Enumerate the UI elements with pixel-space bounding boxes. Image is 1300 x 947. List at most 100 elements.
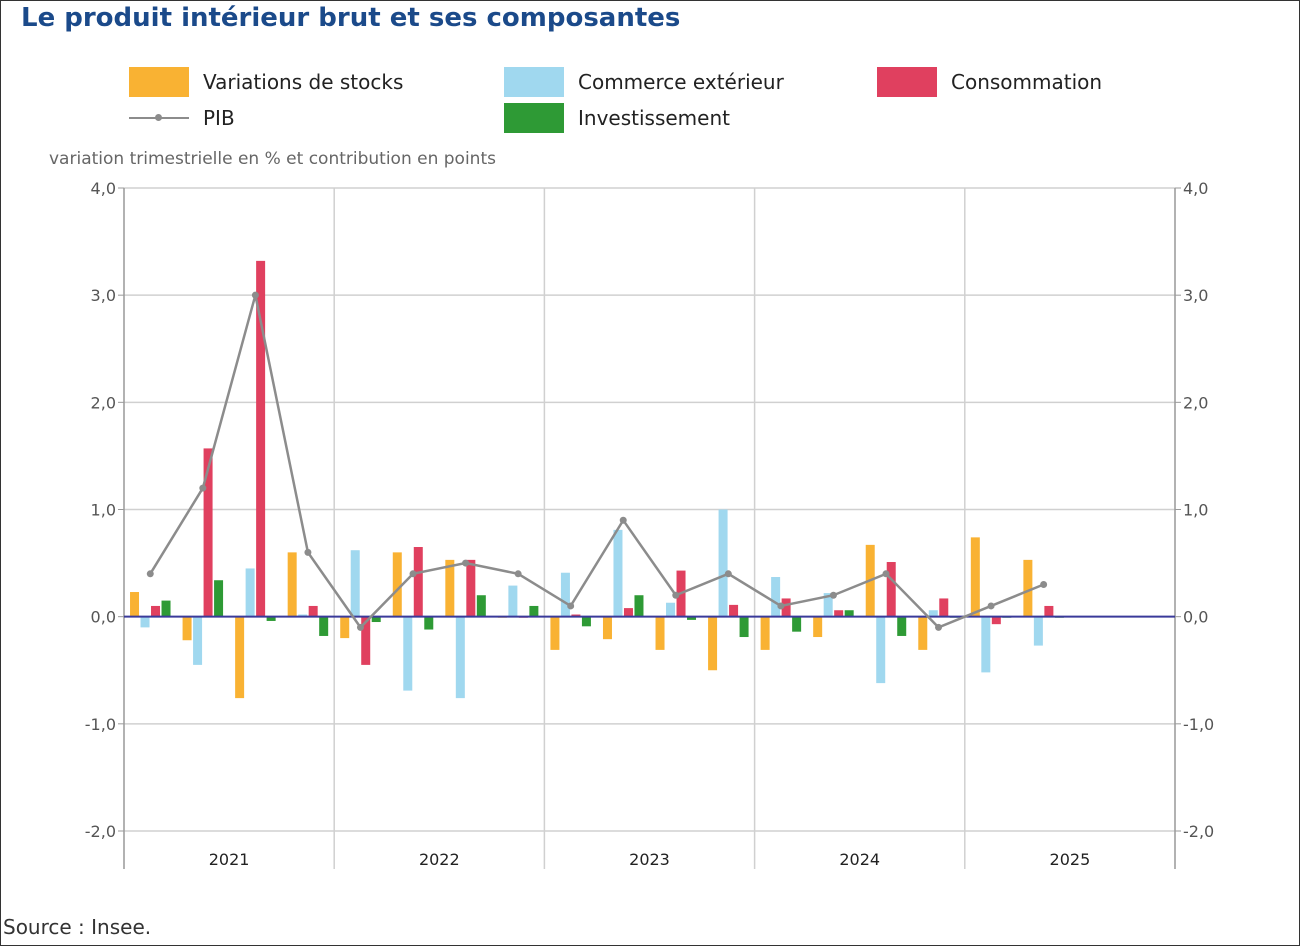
legend-label-commerce: Commerce extérieur	[578, 70, 784, 94]
bar-investissement	[792, 616, 802, 632]
y-tick-label-left: -2,0	[85, 822, 116, 841]
legend-item-investissement[interactable]: Investissement	[504, 103, 730, 133]
bar-stocks	[550, 616, 560, 650]
bar-stocks	[655, 616, 665, 650]
y-tick-label-right: 2,0	[1183, 393, 1208, 412]
pib-point	[304, 548, 312, 556]
bar-consommation	[781, 598, 791, 617]
bar-investissement	[897, 616, 907, 636]
bars	[124, 260, 1175, 699]
pib-point	[514, 570, 522, 578]
bar-stocks	[760, 616, 770, 650]
legend-item-consommation[interactable]: Consommation	[877, 67, 1102, 97]
legend-label-investissement: Investissement	[578, 106, 730, 130]
bar-commerce	[193, 616, 203, 665]
y-tick-label-right: 4,0	[1183, 179, 1208, 198]
bar-consommation	[256, 260, 266, 617]
bar-investissement	[214, 580, 224, 617]
bar-consommation	[361, 616, 371, 665]
legend-label-stocks: Variations de stocks	[203, 70, 404, 94]
bar-commerce	[928, 610, 938, 617]
legend-swatch-commerce	[504, 67, 564, 97]
bar-investissement	[687, 616, 697, 620]
bar-stocks	[130, 592, 140, 617]
y-tick-label-left: 4,0	[91, 179, 116, 198]
bar-consommation	[834, 610, 844, 617]
x-year-label: 2024	[839, 850, 880, 869]
pib-line-path	[149, 294, 1045, 630]
pib-point	[672, 591, 680, 599]
bar-consommation	[308, 605, 318, 617]
bar-investissement	[424, 616, 434, 630]
bar-consommation	[886, 562, 896, 617]
bar-consommation	[571, 614, 581, 617]
bar-consommation	[939, 598, 949, 617]
y-tick-label-right: -1,0	[1183, 715, 1214, 734]
pib-point	[777, 602, 785, 610]
bar-consommation	[729, 604, 739, 617]
legend-item-stocks[interactable]: Variations de stocks	[129, 67, 403, 97]
bar-commerce	[508, 585, 518, 617]
legend-swatch-investissement	[504, 103, 564, 133]
pib-line	[146, 291, 1048, 631]
pib-point	[462, 559, 470, 567]
bar-commerce	[1033, 616, 1043, 646]
legend-item-commerce[interactable]: Commerce extérieur	[504, 67, 784, 97]
bar-commerce	[876, 616, 886, 684]
bar-commerce	[560, 572, 570, 617]
bar-stocks	[602, 616, 612, 640]
pib-point	[987, 602, 995, 610]
source-note: Source : Insee.	[3, 915, 152, 939]
pib-point	[935, 623, 943, 631]
pib-point	[1040, 581, 1048, 589]
y-tick-label-right: 1,0	[1183, 501, 1208, 520]
y-tick-label-left: -1,0	[85, 715, 116, 734]
legend-swatch-consommation	[877, 67, 937, 97]
pib-point	[409, 570, 417, 578]
bar-consommation	[203, 448, 213, 617]
bar-stocks	[392, 552, 402, 617]
bar-investissement	[844, 610, 854, 617]
bar-consommation	[623, 608, 633, 617]
bar-investissement	[529, 605, 539, 617]
bar-commerce	[981, 616, 991, 673]
bar-stocks	[970, 537, 980, 617]
x-year-label: 2025	[1050, 850, 1091, 869]
bar-stocks	[1023, 559, 1033, 617]
legend-item-pib[interactable]: PIB	[129, 103, 235, 133]
bar-stocks	[918, 616, 928, 650]
bar-stocks	[445, 559, 455, 617]
bar-investissement	[161, 600, 171, 617]
y-tick-label-right: -2,0	[1183, 822, 1214, 841]
pib-point	[251, 291, 259, 299]
y-tick-label-right: 3,0	[1183, 286, 1208, 305]
axis-unit-label: variation trimestrielle en % et contribu…	[49, 149, 496, 169]
bar-consommation	[413, 547, 423, 617]
grid-lines	[118, 187, 1181, 869]
legend-label-pib: PIB	[203, 106, 235, 130]
bar-commerce	[613, 529, 623, 617]
bar-stocks	[708, 616, 718, 671]
legend-line-pib-icon	[129, 103, 189, 133]
y-tick-label-left: 1,0	[91, 501, 116, 520]
bar-stocks	[287, 552, 297, 617]
bar-commerce	[771, 577, 781, 617]
bar-consommation	[466, 559, 476, 617]
pib-point	[829, 591, 837, 599]
bar-investissement	[476, 595, 486, 617]
bar-stocks	[182, 616, 192, 641]
bar-consommation	[151, 605, 161, 617]
x-year-label: 2022	[419, 850, 460, 869]
pib-point	[146, 570, 154, 578]
pib-point	[199, 484, 207, 492]
bar-commerce	[403, 616, 413, 691]
bar-commerce	[245, 568, 255, 617]
bar-consommation	[1044, 605, 1054, 617]
y-tick-label-left: 0,0	[91, 608, 116, 627]
bar-commerce	[455, 616, 465, 699]
x-year-label: 2023	[629, 850, 670, 869]
y-tick-label-left: 3,0	[91, 286, 116, 305]
pib-point	[356, 623, 364, 631]
bar-investissement	[371, 616, 381, 623]
